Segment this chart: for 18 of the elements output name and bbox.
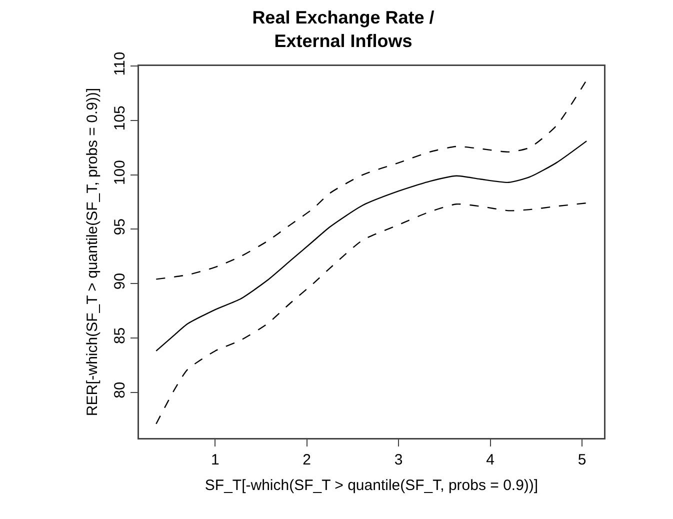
y-tick-label: 95 [112,218,129,236]
x-tick-label: 1 [210,451,220,468]
y-tick-label: 85 [112,327,129,344]
y-tick-label: 80 [112,382,129,398]
y-tick-label: 110 [112,52,129,76]
y-axis-title: RER[-which(SF_T > quantile(SF_T, probs = 0.9))] [84,88,102,416]
y-tick-label: 90 [112,272,129,290]
x-axis-title: SF_T[-which(SF_T > quantile(SF_T, probs = 0.9))] [204,477,538,494]
x-tick-label: 5 [578,451,586,468]
y-tick-label: 105 [112,106,129,131]
x-tick-label: 2 [302,451,312,468]
line-series [156,80,588,280]
x-tick-label: 4 [486,451,494,468]
x-tick-label: 3 [394,451,403,468]
line-series [156,202,588,424]
y-tick-label: 100 [112,160,129,186]
line-series [156,140,588,352]
chart-title: Real Exchange Rate / External Inflows [252,7,434,51]
